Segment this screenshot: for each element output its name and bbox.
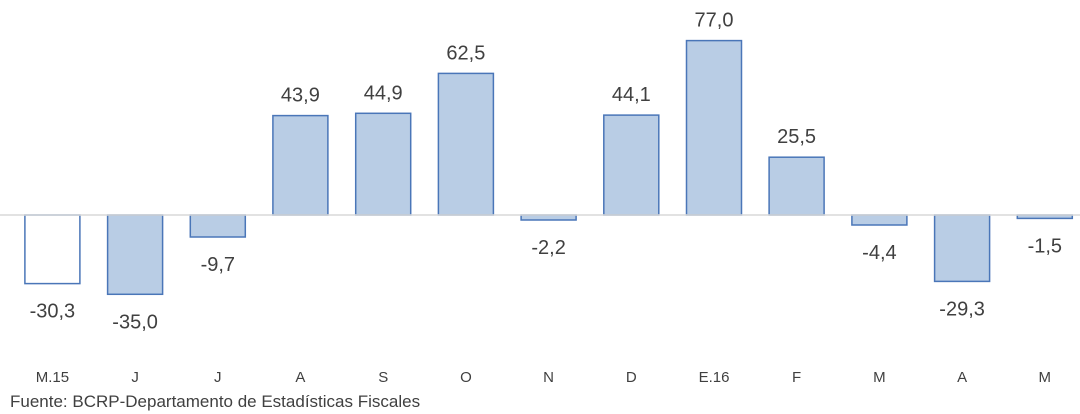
x-tick-label-7: D	[626, 369, 637, 386]
value-labels-layer: -30,3 -35,0 -9,7 43,9 44,9 62,5 -2,2 44,1 77,0 25…	[30, 10, 1062, 334]
x-tick-label-8: E.16	[699, 369, 730, 386]
bar-2	[189, 214, 247, 238]
value-label-8: 77,0	[695, 10, 734, 32]
value-label-10: -4,4	[862, 242, 896, 264]
value-label-3: 43,9	[281, 85, 320, 107]
bar-5	[437, 72, 495, 216]
bars-layer	[24, 39, 1074, 296]
x-tick-label-3: A	[295, 369, 305, 386]
value-label-5: 62,5	[446, 42, 485, 64]
value-label-9: 25,5	[777, 126, 816, 148]
value-label-6: -2,2	[531, 237, 565, 259]
bar-8	[685, 39, 743, 216]
value-label-0: -30,3	[30, 301, 76, 323]
bar-0	[24, 214, 81, 285]
bar-11	[933, 214, 991, 283]
x-tick-label-11: A	[957, 369, 967, 386]
value-label-12: -1,5	[1028, 235, 1062, 257]
x-axis-ticks: M.15 J J A S O N D E.16 F M A M	[36, 369, 1051, 386]
x-tick-label-4: S	[378, 369, 388, 386]
x-tick-label-5: O	[460, 369, 472, 386]
bar-7	[603, 114, 660, 216]
source-note: Fuente: BCRP-Departamento de Estadística…	[10, 392, 420, 411]
x-tick-label-6: N	[543, 369, 554, 386]
x-tick-label-12: M	[1039, 369, 1052, 386]
x-tick-label-9: F	[792, 369, 801, 386]
bar-4	[354, 112, 412, 216]
bar-10	[851, 214, 908, 226]
value-label-1: -35,0	[112, 311, 158, 333]
value-label-7: 44,1	[612, 84, 651, 106]
value-label-4: 44,9	[364, 82, 403, 104]
x-tick-label-1: J	[131, 369, 139, 386]
x-tick-label-0: M.15	[36, 369, 69, 386]
value-label-11: -29,3	[939, 298, 985, 320]
x-tick-label-10: M	[873, 369, 886, 386]
bar-3	[272, 114, 329, 216]
x-tick-label-2: J	[214, 369, 222, 386]
bar-1	[106, 214, 164, 296]
bar-9	[768, 156, 825, 216]
value-label-2: -9,7	[201, 254, 235, 276]
